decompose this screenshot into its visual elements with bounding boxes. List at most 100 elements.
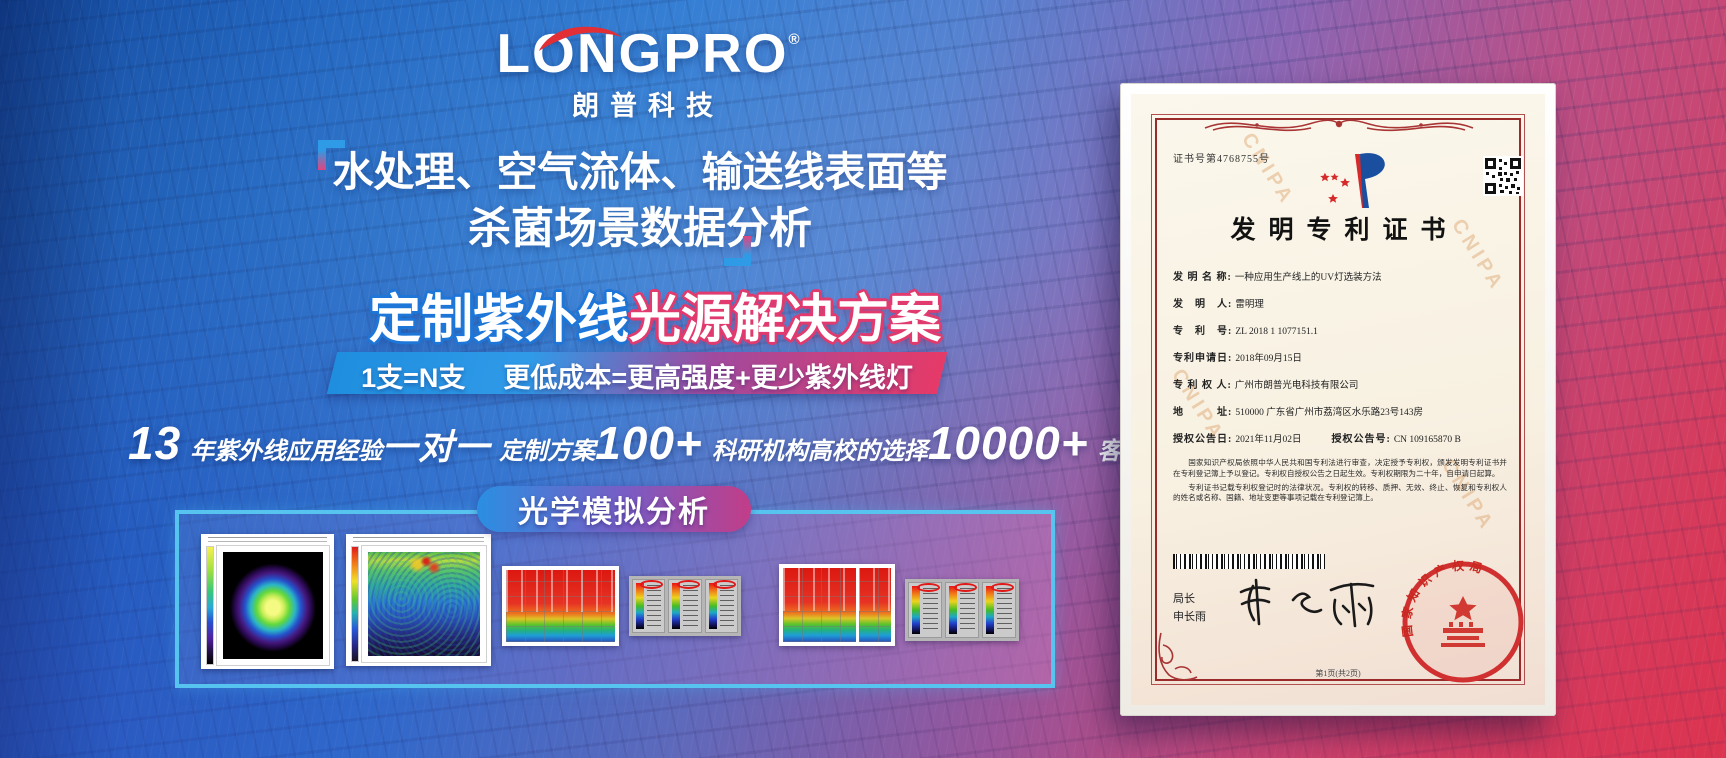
- stat-value: 10000+: [927, 417, 1089, 469]
- intensity-scale-column: [982, 582, 1016, 638]
- certificate-paragraph: 专利证书记载专利权登记时的法律状况。专利权的转移、质押、无效、终止、恢复和专利权…: [1173, 482, 1507, 503]
- qr-code-icon: [1483, 156, 1523, 196]
- intensity-scale-column: [632, 579, 666, 633]
- corner-flourish-icon: [1158, 632, 1198, 681]
- highlight-ellipse-icon: [676, 580, 700, 589]
- field-value: 一种应用生产线上的UV灯选装方法: [1234, 273, 1382, 283]
- pane-divider: [856, 568, 860, 642]
- certificate-border-inner: [1155, 118, 1521, 681]
- rainbow-colorbar: [672, 583, 681, 629]
- field-label: 专 利 号:: [1173, 326, 1233, 337]
- chart-title-microtext: [353, 537, 484, 544]
- cnipa-logo-icon: [1320, 153, 1385, 208]
- headline-line2: 杀菌场景数据分析: [468, 205, 812, 254]
- rainbow-colorbar: [949, 586, 957, 634]
- director-signature: [1239, 578, 1375, 628]
- stat-value: 13: [128, 417, 182, 469]
- barcode: [1173, 554, 1325, 569]
- highlight-ellipse-icon: [991, 583, 1014, 592]
- certificate-number: 证书号第4768755号: [1173, 154, 1270, 165]
- value-list-microtext: [997, 588, 1012, 632]
- field-value: 510000 广东省广州市荔湾区水乐路23号143房: [1235, 408, 1423, 418]
- brand-logo: LONGPRO® 朗普科技: [398, 26, 898, 123]
- stat-label: 年紫外线应用经验: [190, 438, 383, 465]
- stat-item: 100+ 科研机构高校的选择: [595, 416, 928, 470]
- director-block: 局长 申长雨: [1173, 590, 1206, 626]
- solution-subtitle-right: 更低成本=更高强度+更少紫外线灯: [503, 363, 913, 393]
- field-label: 专 利 权 人:: [1173, 380, 1232, 391]
- certificate-paper: CNIPA CNIPA CNIPA CNIPA 证书号第4768755号: [1131, 94, 1545, 705]
- stat-value: 100+: [595, 417, 703, 469]
- simulation-panel: [175, 510, 1055, 688]
- surface-dose-heatmap: [502, 566, 619, 646]
- uv-intensity-distribution-map: [346, 534, 491, 666]
- highlight-ellipse-icon: [712, 580, 736, 589]
- page-footer: 第1页(共2页): [1315, 669, 1361, 678]
- solution-title-blue: 定制紫外线: [368, 291, 629, 349]
- quote-close-icon: [716, 228, 751, 266]
- rainbow-colorbar: [912, 586, 920, 634]
- highlight-ellipse-icon: [954, 583, 977, 592]
- certificate-border-outer: [1151, 114, 1525, 685]
- rainbow-colorbar: [986, 586, 994, 634]
- brand-name: LONGPRO®: [496, 22, 800, 84]
- stat-item: 一对一 定制方案: [382, 419, 595, 470]
- certificate-field-row: 发 明 人: 雷明理: [1173, 289, 1507, 316]
- panel-title-badge: 光学模拟分析: [477, 486, 751, 532]
- certificate-field-row: 发 明 名 称: 一种应用生产线上的UV灯选装方法: [1173, 262, 1507, 289]
- value-list-microtext: [960, 588, 975, 632]
- solution-title: 定制紫外线光源解决方案: [305, 291, 1005, 349]
- field-value: 2018年09月15日: [1235, 354, 1302, 364]
- quote-open-icon: [318, 140, 353, 178]
- solution-title-pink: 光源解决方案: [629, 291, 942, 349]
- certificate-title: 发明专利证书: [1230, 217, 1459, 244]
- highlight-ellipse-icon: [917, 583, 940, 592]
- solution-subtitle-left: 1支=N支: [361, 363, 466, 393]
- intensity-scale-readouts-2: [905, 579, 1019, 641]
- value-list-microtext: [647, 585, 662, 627]
- certificate-fields: 发 明 名 称: 一种应用生产线上的UV灯选装方法发 明 人: 雷明理专 利 号: Z…: [1173, 262, 1507, 451]
- intensity-scale-column: [668, 579, 702, 633]
- intensity-scale-readouts: [629, 576, 741, 636]
- value-list-microtext: [719, 585, 734, 627]
- intensity-scale-column: [704, 579, 738, 633]
- chart-title-microtext: [208, 537, 327, 544]
- field-value: 雷明理: [1235, 300, 1264, 310]
- brand-name-cn: 朗普科技: [572, 91, 724, 121]
- heatmap-streaks: [506, 570, 615, 612]
- rainbow-colorbar: [708, 583, 717, 629]
- field-value: ZL 2018 1 1077151.1: [1235, 327, 1318, 337]
- field-label: 地 址:: [1173, 407, 1233, 418]
- certificate-field-row: 专 利 号: ZL 2018 1 1077151.1: [1173, 316, 1507, 343]
- stat-label: 科研机构高校的选择: [711, 438, 928, 465]
- surface-dose-heatmap-wide: [779, 564, 895, 646]
- stats-row: 13年紫外线应用经验一对一定制方案100+科研机构高校的选择10000+客户案例…: [128, 416, 1242, 470]
- patent-certificate: CNIPA CNIPA CNIPA CNIPA 证书号第4768755号: [1120, 83, 1556, 716]
- intensity-scale-column: [908, 582, 942, 638]
- rainbow-colorbar: [636, 583, 644, 629]
- colorbar: [351, 546, 359, 662]
- field-label: 专利申请日:: [1173, 353, 1233, 364]
- value-list-microtext: [923, 588, 938, 632]
- intensity-scale-column: [945, 582, 979, 638]
- field-label: 发 明 人:: [1173, 299, 1233, 310]
- headline-line1: 水处理、空气流体、输送线表面等: [332, 149, 948, 195]
- stat-value: 一对一: [382, 428, 491, 467]
- certificate-paragraph: 国家知识产权局依照中华人民共和国专利法进行审查，决定授予专利权，颁发发明专利证书…: [1173, 458, 1507, 478]
- beam-irradiance-map: [201, 534, 334, 669]
- ornament-band-icon: [1204, 119, 1474, 132]
- certificate-grant-row: 授权公告日: 2021年11月02日 授权公告号: CN 109165870 B: [1173, 434, 1461, 445]
- certificate-field-row: 专 利 权 人: 广州市朗普光电科技有限公司: [1173, 370, 1507, 397]
- director-name: 申长雨: [1173, 611, 1206, 623]
- irradiance-plot: [216, 545, 330, 666]
- director-label: 局长: [1173, 593, 1195, 605]
- certificate-paragraphs: 国家知识产权局依照中华人民共和国专利法进行审查，决定授予专利权，颁发发明专利证书…: [1173, 458, 1507, 507]
- highlight-ellipse-icon: [640, 580, 664, 589]
- certificate-field-row: 专利申请日: 2018年09月15日: [1173, 343, 1507, 370]
- headline: 水处理、空气流体、输送线表面等 杀菌场景数据分析: [0, 148, 1280, 256]
- heatmap: [783, 568, 891, 642]
- field-label: 发 明 名 称:: [1173, 272, 1232, 283]
- certificate-field-row: 地 址: 510000 广东省广州市荔湾区水乐路23号143房: [1173, 397, 1507, 424]
- colorbar: [206, 546, 214, 665]
- logo-swoosh-icon: [538, 26, 622, 51]
